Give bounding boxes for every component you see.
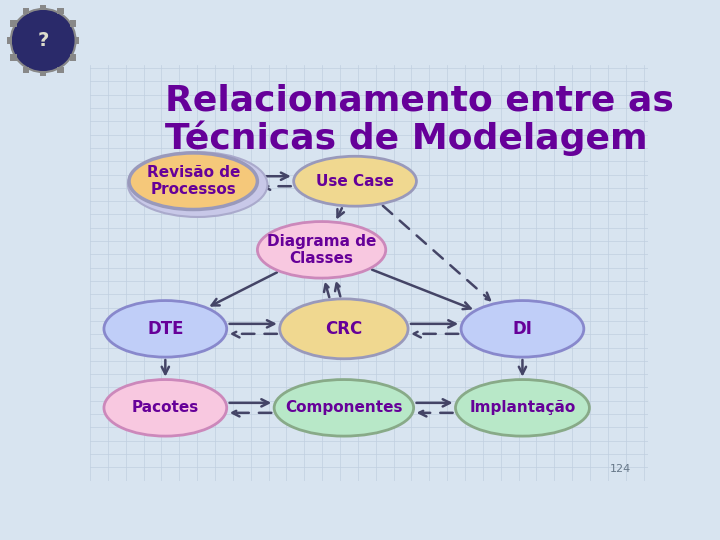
Text: Relacionamento entre as
Técnicas de Modelagem: Relacionamento entre as Técnicas de Mode… bbox=[166, 84, 674, 156]
Ellipse shape bbox=[128, 152, 267, 217]
Text: CRC: CRC bbox=[325, 320, 362, 338]
Ellipse shape bbox=[104, 301, 227, 357]
FancyBboxPatch shape bbox=[6, 37, 12, 44]
Ellipse shape bbox=[461, 301, 584, 357]
Ellipse shape bbox=[456, 380, 590, 436]
FancyBboxPatch shape bbox=[22, 66, 29, 73]
Ellipse shape bbox=[104, 380, 227, 436]
Text: Pacotes: Pacotes bbox=[132, 400, 199, 415]
FancyBboxPatch shape bbox=[75, 37, 81, 44]
Ellipse shape bbox=[258, 221, 386, 278]
FancyBboxPatch shape bbox=[70, 21, 76, 27]
Circle shape bbox=[16, 14, 71, 67]
FancyBboxPatch shape bbox=[40, 71, 46, 77]
Text: DTE: DTE bbox=[147, 320, 184, 338]
FancyBboxPatch shape bbox=[10, 21, 17, 27]
FancyBboxPatch shape bbox=[70, 54, 76, 60]
Circle shape bbox=[11, 9, 76, 72]
Text: Use Case: Use Case bbox=[316, 174, 394, 188]
Text: Revisão de
Processos: Revisão de Processos bbox=[147, 165, 240, 198]
Ellipse shape bbox=[274, 380, 413, 436]
Text: Diagrama de
Classes: Diagrama de Classes bbox=[267, 234, 377, 266]
FancyBboxPatch shape bbox=[58, 8, 63, 15]
Text: ?: ? bbox=[37, 31, 49, 50]
Text: 124: 124 bbox=[610, 464, 631, 474]
FancyBboxPatch shape bbox=[10, 54, 17, 60]
Text: Componentes: Componentes bbox=[285, 400, 402, 415]
Text: DI: DI bbox=[513, 320, 532, 338]
FancyBboxPatch shape bbox=[40, 4, 47, 10]
FancyBboxPatch shape bbox=[57, 66, 63, 73]
Ellipse shape bbox=[129, 153, 258, 210]
Text: Implantação: Implantação bbox=[469, 400, 575, 415]
FancyBboxPatch shape bbox=[23, 8, 30, 15]
Ellipse shape bbox=[279, 299, 408, 359]
Ellipse shape bbox=[294, 156, 416, 206]
